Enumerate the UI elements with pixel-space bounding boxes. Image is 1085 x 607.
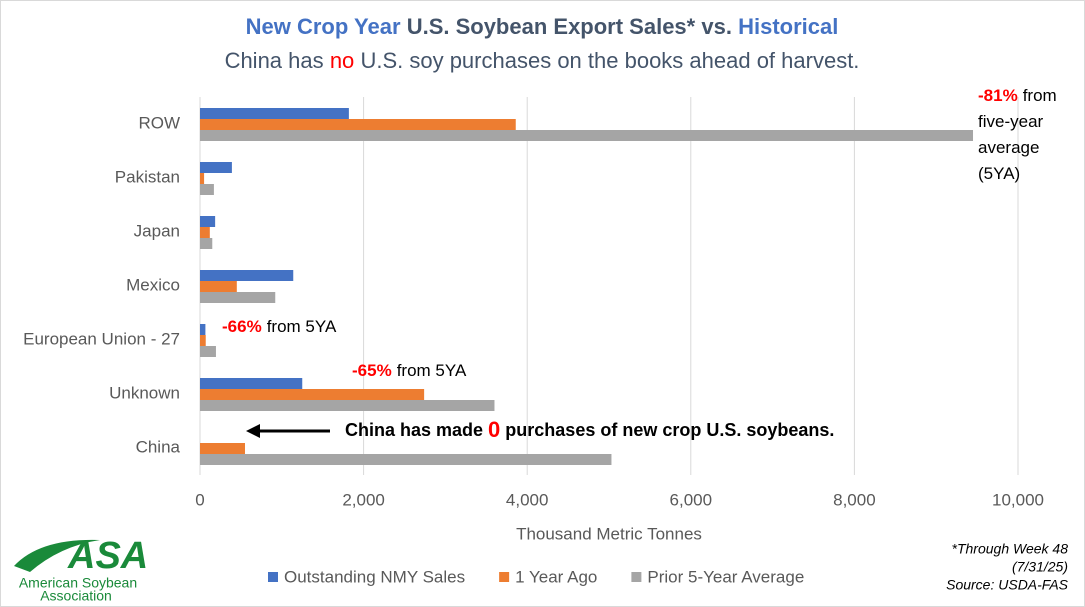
y-tick-label: Mexico (126, 275, 180, 294)
bar (200, 270, 294, 281)
annotation-part: China has made (345, 420, 483, 440)
annotation: average (978, 138, 1039, 157)
chart-title-part: U.S. Soybean Export Sales* vs. (407, 14, 732, 39)
bar (200, 173, 205, 184)
logo-name: American Soybean (19, 575, 137, 591)
annotation-part: -66% (222, 317, 262, 336)
annotation-part: -81% (978, 86, 1018, 105)
bar (200, 238, 213, 249)
x-tick-label: 4,000 (506, 490, 549, 509)
y-tick-label: Unknown (109, 383, 180, 402)
y-tick-label: European Union - 27 (23, 329, 180, 348)
y-tick-label: Japan (134, 221, 180, 240)
annotation-part: from 5YA (267, 317, 337, 336)
annotation-part: (5YA) (978, 164, 1020, 183)
chart-title-part: New Crop Year (246, 14, 401, 39)
y-tick-label: ROW (138, 113, 180, 132)
bar (200, 389, 425, 400)
annotation: (5YA) (978, 164, 1020, 183)
bar (200, 335, 206, 346)
y-tick-label: China (136, 437, 181, 456)
legend-swatch (631, 572, 642, 582)
x-tick-label: 10,000 (992, 490, 1044, 509)
bar (200, 346, 216, 357)
chart-title: New Crop Year U.S. Soybean Export Sales* … (246, 14, 839, 39)
logo-mark: ASA (67, 535, 148, 577)
bar (200, 216, 216, 227)
bar (200, 130, 974, 141)
logo-name: Association (40, 588, 112, 604)
annotation-part: five-year (978, 112, 1044, 131)
annotation-part: from (1023, 86, 1057, 105)
x-axis-title: Thousand Metric Tonnes (516, 524, 702, 543)
bar (200, 292, 276, 303)
legend-label: Prior 5-Year Average (647, 567, 804, 586)
legend-swatch (499, 572, 510, 582)
footnote: (7/31/25) (1012, 559, 1068, 575)
chart-subtitle: China has no U.S. soy purchases on the boo… (225, 48, 860, 73)
annotation-part: from 5YA (397, 361, 467, 380)
annotation-part: 0 (488, 417, 500, 442)
logo: ASA American Soybean Association (14, 535, 148, 604)
x-tick-label: 0 (195, 490, 204, 509)
footnote: Source: USDA-FAS (946, 577, 1069, 593)
annotation: -65% from 5YA (352, 361, 467, 380)
legend-label: Outstanding NMY Sales (284, 567, 465, 586)
bar (200, 227, 210, 238)
annotation: five-year (978, 112, 1044, 131)
annotation: -81% from (978, 86, 1057, 105)
annotation: China has made 0 purchases of new crop U.S… (345, 417, 834, 442)
legend-swatch (268, 572, 278, 582)
annotation-part: -65% (352, 361, 392, 380)
legend-label: 1 Year Ago (515, 567, 597, 586)
arrow-head (246, 424, 260, 438)
bar (200, 400, 495, 411)
bar (200, 443, 245, 454)
bar (200, 108, 349, 119)
bar (200, 119, 516, 130)
chart-title-part: Historical (738, 14, 838, 39)
footnote: *Through Week 48 (952, 541, 1069, 557)
bar (200, 162, 232, 173)
chart-subtitle-part: no (330, 48, 354, 73)
bar (200, 454, 612, 465)
bar (200, 324, 206, 335)
logo-swoosh (14, 539, 100, 572)
bar (200, 184, 214, 195)
x-tick-label: 8,000 (833, 490, 876, 509)
bar (200, 281, 237, 292)
x-tick-label: 6,000 (670, 490, 713, 509)
annotation-part: average (978, 138, 1039, 157)
x-tick-label: 2,000 (342, 490, 385, 509)
chart-subtitle-part: China has (225, 48, 324, 73)
chart-subtitle-part: U.S. soy purchases on the books ahead of… (360, 48, 859, 73)
annotation: -66% from 5YA (222, 317, 337, 336)
y-tick-label: Pakistan (115, 167, 180, 186)
annotation-part: purchases of new crop U.S. soybeans. (505, 420, 834, 440)
bar (200, 378, 303, 389)
